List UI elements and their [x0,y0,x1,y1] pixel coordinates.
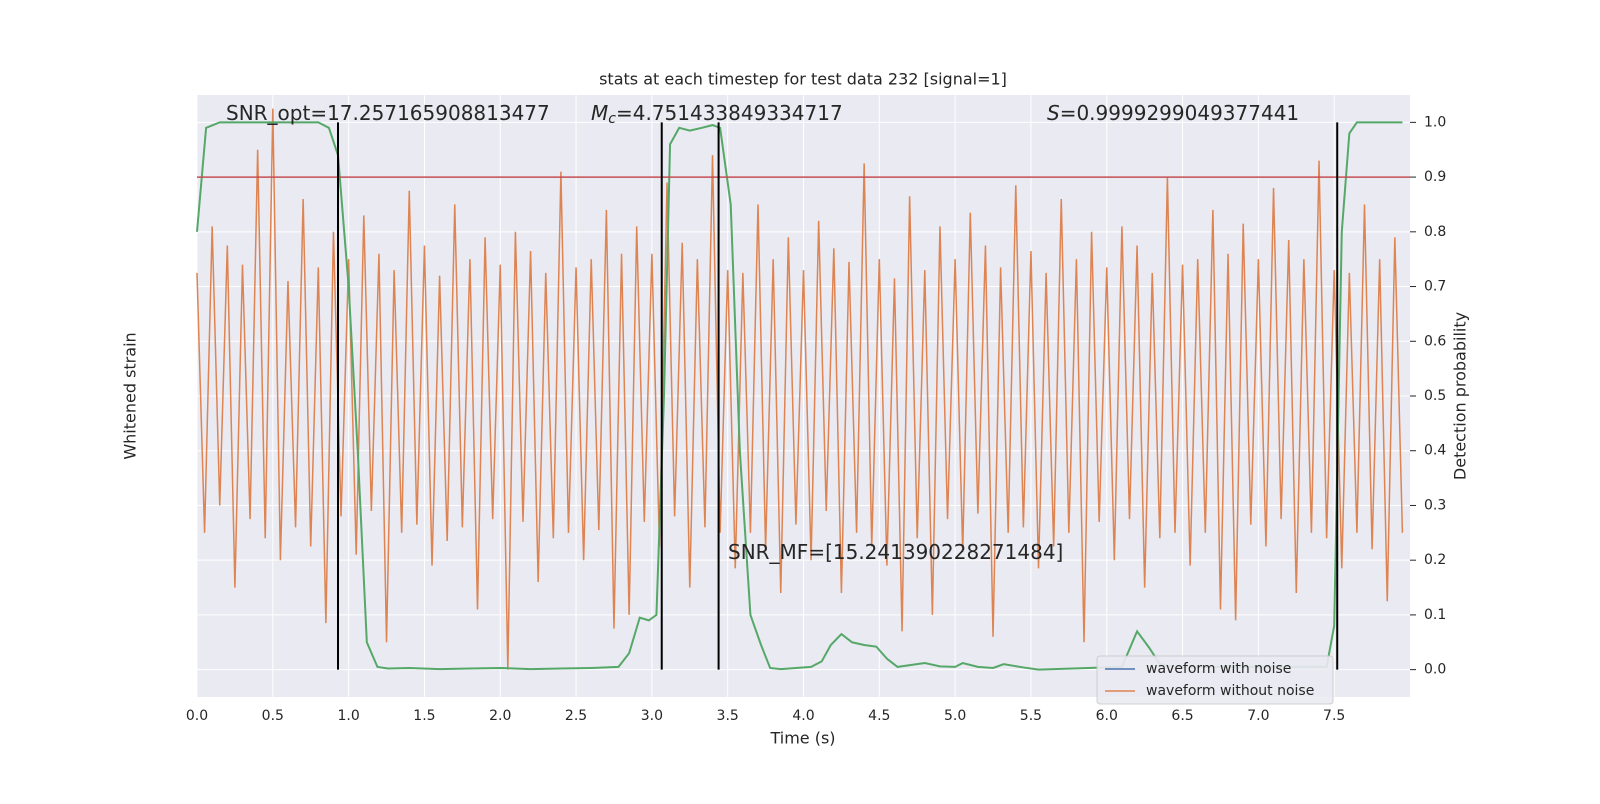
x-tick-label: 7.5 [1323,708,1345,724]
y-axis-label: Whitened strain [121,332,140,459]
x-tick-label: 7.0 [1247,708,1269,724]
x-tick-label: 5.0 [944,708,966,724]
annotation-subscript: c [608,111,616,127]
x-tick-label: 0.0 [186,708,208,724]
x-tick-label: 6.5 [1171,708,1193,724]
annotation: SNR_MF=[15.241390228271484] [728,540,1063,564]
annotation-text: SNR_MF=[15.241390228271484] [728,540,1063,564]
annotation-symbol: S [1047,101,1060,125]
y2-tick-label: 0.3 [1424,497,1446,513]
x-tick-label: 3.0 [641,708,663,724]
x-tick-label: 2.0 [489,708,511,724]
annotation-text: =4.751433849334717 [616,101,843,125]
y2-tick-label: 0.0 [1424,662,1446,678]
x-tick-label: 1.5 [413,708,435,724]
annotation: Mc=4.751433849334717 [591,101,843,128]
series-line [196,108,1404,670]
series-line [196,121,1403,671]
annotation-text: =0.9999299049377441 [1060,101,1299,125]
y2-tick-label: 0.7 [1424,279,1446,295]
y2-tick-label: 0.2 [1424,552,1446,568]
marks [196,108,1410,671]
y2-tick-label: 0.6 [1424,333,1446,349]
annotation-text: SNR_opt=17.257165908813477 [226,101,550,125]
y2-tick-label: 0.5 [1424,388,1446,404]
y2-tick-label: 0.8 [1424,224,1446,240]
x-axis-label: Time (s) [769,729,835,748]
annotation: SNR_opt=17.257165908813477 [226,101,550,125]
y2-tick-label: 0.4 [1424,443,1446,459]
x-tick-label: 6.0 [1096,708,1118,724]
y2-tick-label: 0.9 [1424,169,1446,185]
y2-tick-label: 1.0 [1424,114,1446,130]
x-tick-label: 5.5 [1020,708,1042,724]
legend: waveform with noise waveform without nois… [1096,655,1334,705]
annotation: S=0.9999299049377441 [1047,101,1299,125]
labels: 0.0 0.5 1.0 1.5 2.0 2.5 3.0 3.5 4.0 4.5 5.0 5.5 6.0 6… [186,101,1446,725]
legend-label: waveform with noise [1146,661,1291,677]
x-tick-label: 2.5 [565,708,587,724]
chart-title: stats at each timestep for test data 232… [599,70,1007,89]
x-tick-label: 4.0 [792,708,814,724]
legend-box [1096,655,1334,705]
y2-axis-label: Detection probability [1451,312,1470,480]
legend-label: waveform without noise [1146,683,1314,699]
x-tick-label: 0.5 [262,708,284,724]
annotation-symbol: M [591,101,608,125]
x-tick-label: 4.5 [868,708,890,724]
y2-tick-label: 0.1 [1424,607,1446,623]
x-tick-label: 3.5 [717,708,739,724]
x-tick-label: 1.0 [337,708,359,724]
